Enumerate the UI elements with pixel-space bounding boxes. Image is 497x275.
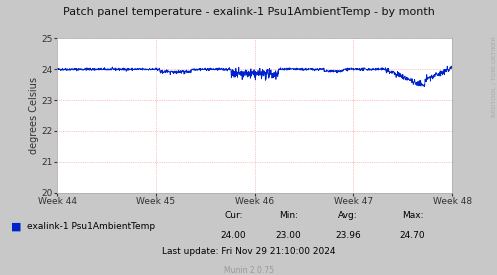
Text: Cur:: Cur: bbox=[224, 211, 243, 220]
Text: Last update: Fri Nov 29 21:10:00 2024: Last update: Fri Nov 29 21:10:00 2024 bbox=[162, 247, 335, 256]
Text: 23.96: 23.96 bbox=[335, 231, 361, 240]
Text: 24.00: 24.00 bbox=[221, 231, 247, 240]
Y-axis label: degrees Celsius: degrees Celsius bbox=[29, 77, 39, 154]
Text: Max:: Max: bbox=[402, 211, 423, 220]
Text: ■: ■ bbox=[11, 222, 21, 232]
Text: RRDTOOL / TOBI OETIKER: RRDTOOL / TOBI OETIKER bbox=[491, 37, 496, 117]
Text: exalink-1 Psu1AmbientTemp: exalink-1 Psu1AmbientTemp bbox=[27, 222, 156, 231]
Text: Min:: Min: bbox=[279, 211, 298, 220]
Text: Avg:: Avg: bbox=[338, 211, 358, 220]
Text: 23.00: 23.00 bbox=[275, 231, 301, 240]
Text: Munin 2.0.75: Munin 2.0.75 bbox=[224, 266, 273, 274]
Text: Patch panel temperature - exalink-1 Psu1AmbientTemp - by month: Patch panel temperature - exalink-1 Psu1… bbox=[63, 7, 434, 17]
Text: 24.70: 24.70 bbox=[400, 231, 425, 240]
